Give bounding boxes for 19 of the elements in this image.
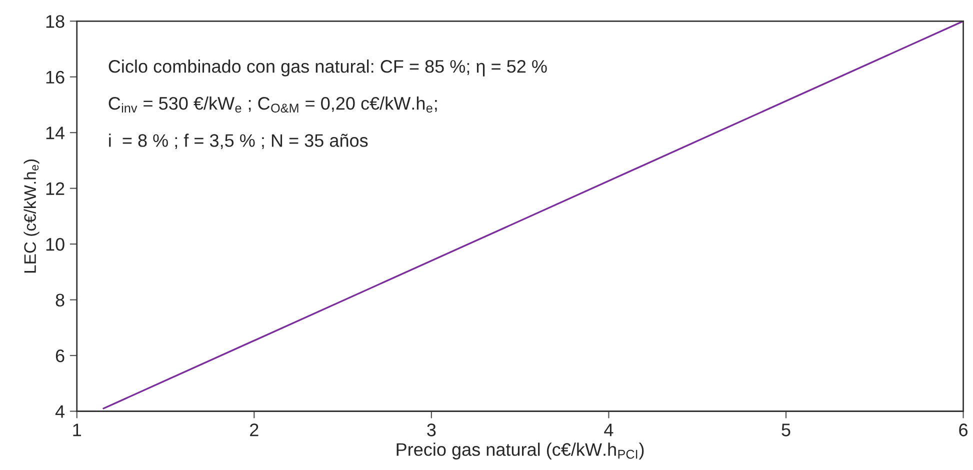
y-tick-label: 16 <box>46 70 64 84</box>
y-tick-label: 8 <box>56 294 64 307</box>
x-tick-label: 6 <box>959 424 968 436</box>
y-tick-label: 6 <box>56 349 64 362</box>
y-axis-title: LEC (c€/kW.h$_{e}$) <box>24 160 40 273</box>
x-tick-label: 5 <box>782 424 790 436</box>
x-tick-label: 1 <box>73 424 82 436</box>
y-tick-label: 10 <box>46 238 64 251</box>
annotation: Ciclo combinado con gas natural: CF = 85 %; η = 52 % <box>108 60 547 76</box>
y-tick-label: 14 <box>46 126 65 140</box>
y-tick-label: 4 <box>55 405 65 418</box>
x-axis-title: Precio gas natural (c€/kW.h$_{PCI}$) <box>396 442 644 460</box>
x-tick-label: 4 <box>604 424 614 436</box>
y-tick-label: 12 <box>46 182 64 195</box>
text: C$_{inv}$ = 530 €/kW$_{e}$ ; C$_{O&M}$ = 0,20 c€/kW.h$_{e}$; <box>108 96 437 113</box>
x-tick-label: 2 <box>250 424 258 436</box>
y-tick-label: 18 <box>46 15 64 28</box>
annotation: i = 8 % ; f = 3,5 % ; N = 35 años <box>109 134 368 150</box>
x-tick-label: 3 <box>427 424 436 436</box>
